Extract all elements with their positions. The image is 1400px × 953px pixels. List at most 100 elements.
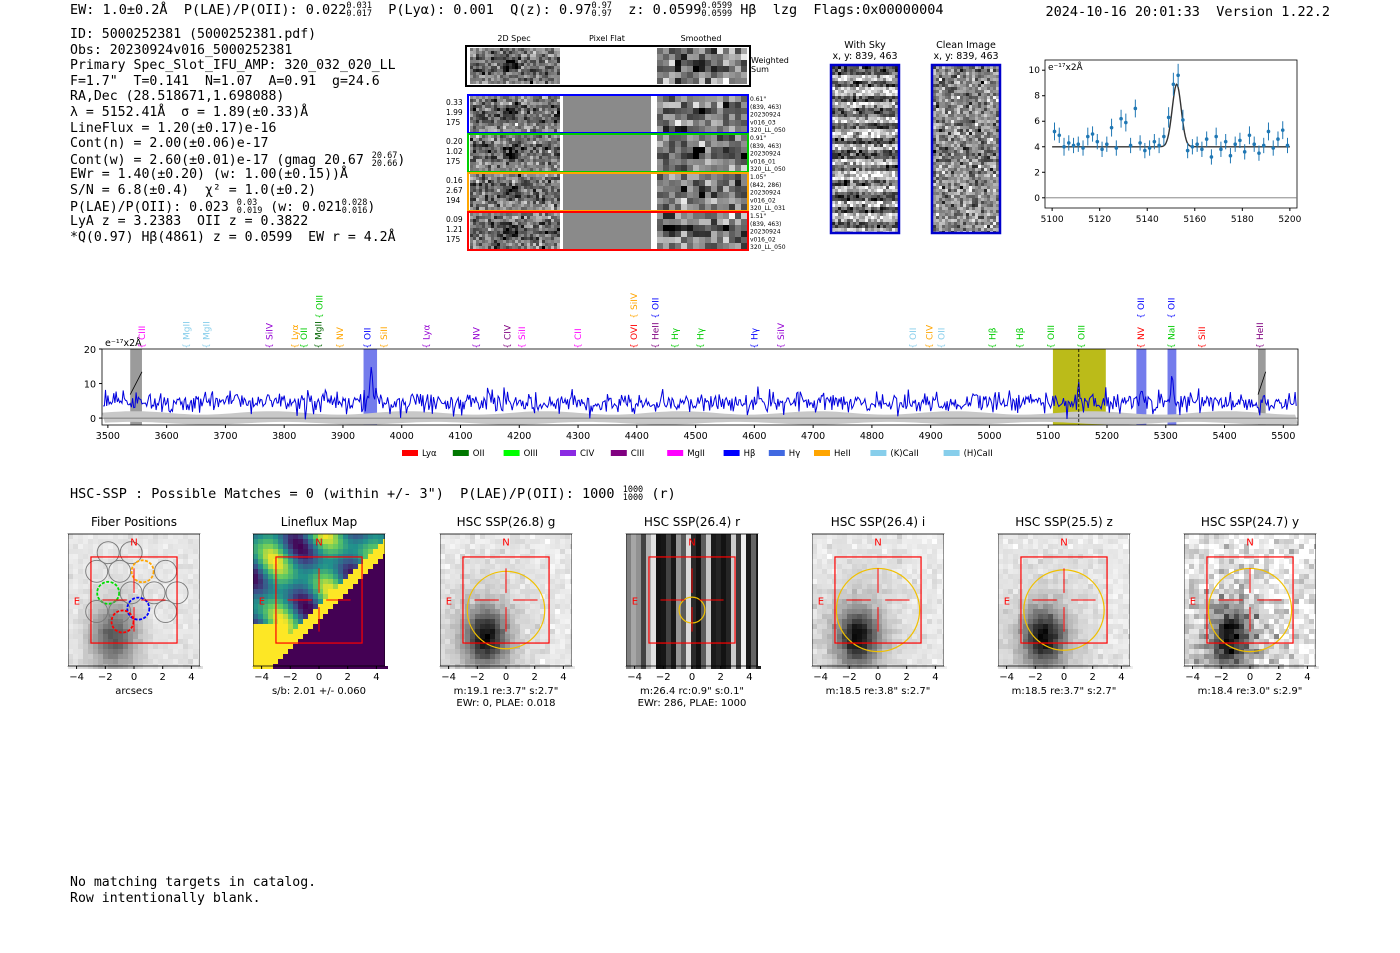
cutout-pixel <box>491 195 494 198</box>
cutout-pixel <box>494 102 497 105</box>
sky-pixel <box>972 129 975 132</box>
cutout-pixel <box>488 219 491 222</box>
row-flat <box>563 213 651 249</box>
cutout-pixel <box>506 81 509 84</box>
cutout-pixel <box>488 186 491 189</box>
cutout-pixel <box>657 60 663 66</box>
cutout-pixel <box>506 72 509 75</box>
sky-pixel <box>978 138 981 141</box>
sky-pixel <box>948 84 951 87</box>
sky-pixel <box>895 138 898 141</box>
zoom-data-point <box>1076 142 1081 147</box>
sky-pixel <box>871 162 874 165</box>
cutout-pixel <box>548 207 551 210</box>
cutout-pixel <box>530 156 533 159</box>
sky-pixel <box>951 153 954 156</box>
cutout-pixel <box>527 159 530 162</box>
zoom-data-point <box>1190 144 1195 149</box>
sky-pixel <box>996 93 999 96</box>
sky-pixel <box>832 153 835 156</box>
sky-pixel <box>862 102 865 105</box>
row-right-label: v016_02 <box>750 197 776 204</box>
cutout-pixel <box>530 147 533 150</box>
cutout-pixel <box>539 48 542 51</box>
cutout-pixel <box>509 66 512 69</box>
row-right-label: 320_LL_050 <box>750 127 786 134</box>
cutout-pixel <box>503 111 506 114</box>
sky-pixel <box>984 105 987 108</box>
cutout-pixel <box>699 159 705 165</box>
cutout-pixel <box>542 57 545 60</box>
cutout-pixel <box>705 96 711 102</box>
sky-pixel <box>847 210 850 213</box>
sky-pixel <box>895 120 898 123</box>
cutout-pixel <box>524 111 527 114</box>
sky-pixel <box>975 171 978 174</box>
sky-pixel <box>871 126 874 129</box>
sky-pixel <box>978 147 981 150</box>
sky-pixel <box>844 66 847 69</box>
cutout-pixel <box>497 48 500 51</box>
sky-pixel <box>966 153 969 156</box>
sky-pixel <box>984 153 987 156</box>
sky-pixel <box>856 213 859 216</box>
cutout-pixel <box>554 183 557 186</box>
sky-pixel <box>859 159 862 162</box>
cutout-pixel <box>669 159 675 165</box>
cutout-pixel <box>554 57 557 60</box>
cutout-pixel <box>515 129 518 132</box>
cutout-pixel <box>482 159 485 162</box>
cutout-pixel <box>500 216 503 219</box>
sky-pixel <box>993 228 996 231</box>
cutout-pixel <box>491 168 494 171</box>
sky-pixel <box>877 216 880 219</box>
cutout-pixel <box>473 228 476 231</box>
sky-pixel <box>939 102 942 105</box>
sky-pixel <box>859 228 862 231</box>
cutout-pixel <box>669 186 675 192</box>
sky-pixel <box>883 120 886 123</box>
sky-pixel <box>886 225 889 228</box>
zoom-data-point <box>1081 146 1085 150</box>
cutout-pixel <box>554 204 557 207</box>
sky-pixel <box>835 120 838 123</box>
cutout-pixel <box>681 120 687 126</box>
cutout-pixel <box>557 126 560 129</box>
sky-pixel <box>883 99 886 102</box>
cutout-pixel <box>479 66 482 69</box>
sky-pixel <box>963 162 966 165</box>
sky-pixel <box>993 123 996 126</box>
sky-pixel <box>871 177 874 180</box>
cutout-pixel <box>482 219 485 222</box>
cutout-pixel <box>470 234 473 237</box>
sky-pixel <box>951 129 954 132</box>
cutout-pixel <box>533 153 536 156</box>
sky-pixel <box>963 108 966 111</box>
sky-pixel <box>889 72 892 75</box>
sky-pixel <box>883 138 886 141</box>
cutout-pixel <box>524 96 527 99</box>
sky-pixel <box>844 105 847 108</box>
sky-pixel <box>835 81 838 84</box>
sky-pixel <box>996 204 999 207</box>
spectrum-hatch <box>1257 371 1267 395</box>
sky-pixel <box>844 171 847 174</box>
sky-pixel <box>856 105 859 108</box>
cutout-pixel <box>503 246 506 249</box>
cutout-pixel <box>503 213 506 216</box>
cutout-pixel <box>488 147 491 150</box>
cutout-pixel <box>533 102 536 105</box>
cutout-pixel <box>533 114 536 117</box>
cutout-pixel <box>497 225 500 228</box>
sky-pixel <box>966 225 969 228</box>
sky-pixel <box>990 180 993 183</box>
sky-pixel <box>993 96 996 99</box>
sky-pixel <box>951 159 954 162</box>
header-lzg: lzg <box>772 2 798 18</box>
sky-pixel <box>871 228 874 231</box>
sky-pixel <box>984 216 987 219</box>
sky-pixel <box>933 171 936 174</box>
sky-pixel <box>975 72 978 75</box>
sky-pixel <box>874 213 877 216</box>
cutout-pixel <box>551 207 554 210</box>
